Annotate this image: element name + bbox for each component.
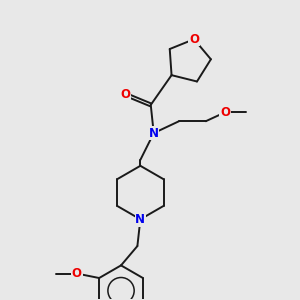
Text: O: O — [121, 88, 130, 101]
Text: O: O — [72, 267, 82, 280]
Text: O: O — [189, 33, 199, 46]
Text: N: N — [149, 127, 159, 140]
Text: O: O — [220, 106, 230, 119]
Text: N: N — [135, 213, 146, 226]
